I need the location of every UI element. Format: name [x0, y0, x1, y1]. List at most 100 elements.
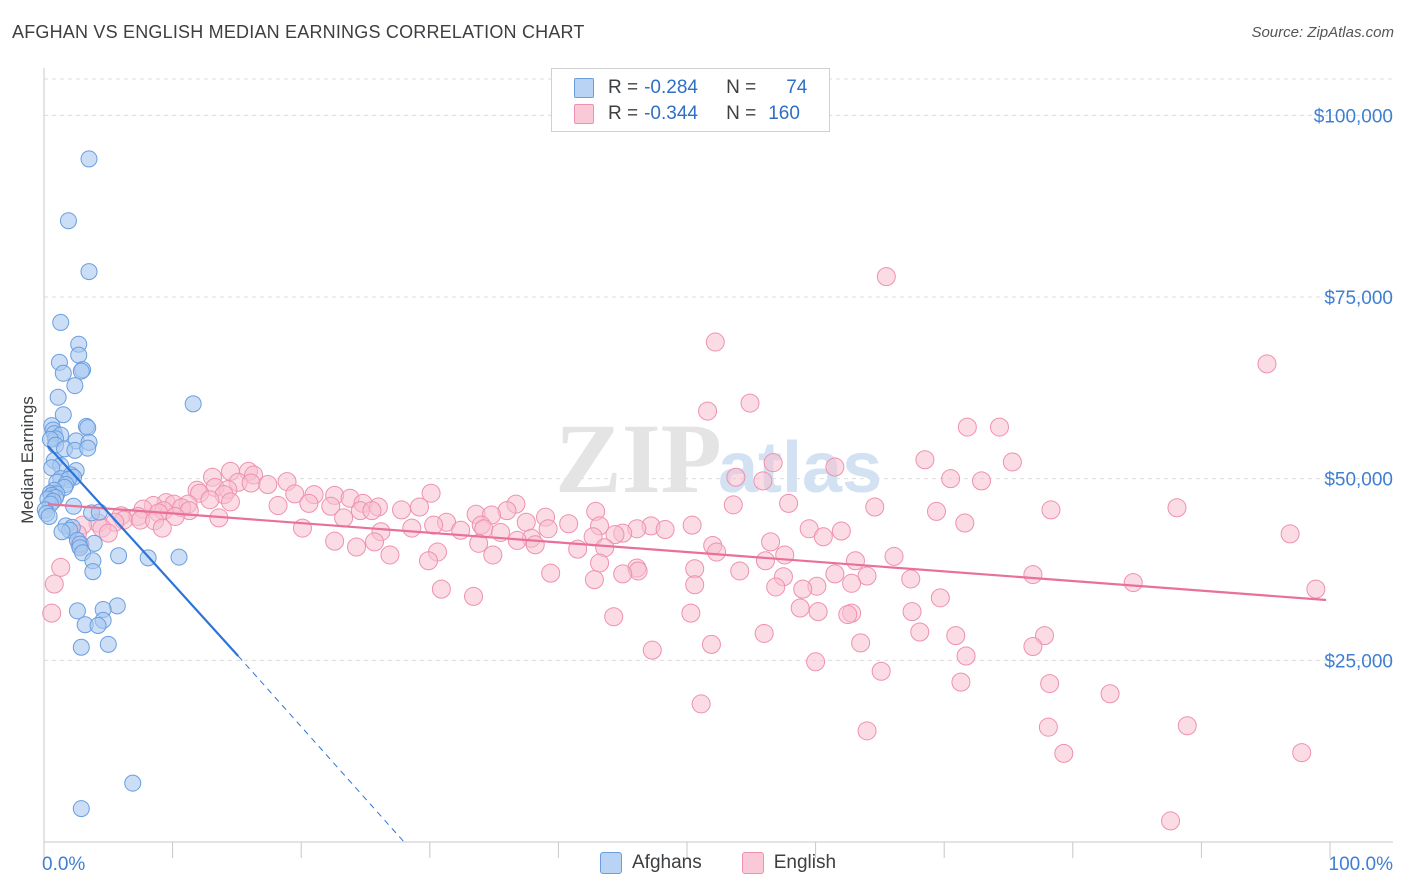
legend-row-afghans: R = -0.284 N = 74 — [574, 76, 807, 100]
afghans-swatch — [574, 78, 594, 98]
legend-n-label: N = — [726, 103, 757, 124]
english-point — [469, 533, 489, 553]
english-point — [946, 626, 966, 646]
afghan-point — [170, 548, 188, 566]
english-point — [1002, 452, 1022, 472]
afghan-point — [66, 377, 84, 395]
tick-labels: $25,000 $50,000 $75,000 $100,000 0.0% 100.0% — [42, 106, 1393, 875]
watermark-zip: ZIP — [555, 403, 722, 514]
english-point — [951, 672, 971, 692]
english-point — [380, 545, 400, 565]
afghan-point — [49, 388, 67, 406]
english-point — [1035, 626, 1055, 646]
english-point — [884, 546, 904, 566]
afghan-point — [184, 395, 202, 413]
english-point — [876, 267, 896, 287]
afghan-points — [36, 150, 202, 818]
english-point — [220, 492, 240, 512]
english-point — [956, 646, 976, 666]
afghan-point — [89, 616, 107, 634]
source-label: Source: ZipAtlas.com — [1251, 24, 1394, 41]
english-legend-swatch — [741, 852, 764, 874]
english-point — [1054, 743, 1074, 763]
english-point — [685, 559, 705, 579]
english-point — [691, 694, 711, 714]
english-point — [926, 501, 946, 521]
english-point — [538, 519, 558, 539]
legend-row-english: R = -0.344 N = 160 — [574, 102, 800, 126]
english-point — [730, 561, 750, 581]
afghan-point — [52, 313, 70, 331]
english-point — [857, 566, 877, 586]
y-axis-label: Median Earnings — [18, 396, 37, 524]
english-point — [901, 569, 921, 589]
watermark-atlas: atlas — [718, 428, 882, 508]
afghan-point — [124, 774, 142, 792]
y-tick-label: $75,000 — [1324, 288, 1393, 309]
english-point — [793, 579, 813, 599]
english-point — [1177, 716, 1197, 736]
english-point — [1123, 573, 1143, 593]
english-point — [605, 525, 625, 545]
english-point — [258, 474, 278, 494]
legend-r-value: -0.344 — [644, 103, 698, 124]
english-point — [541, 563, 561, 583]
english-point — [754, 623, 774, 643]
english-point — [971, 471, 991, 491]
english-point — [707, 542, 727, 562]
english-point — [989, 417, 1009, 437]
english-point — [604, 607, 624, 627]
english-point — [910, 622, 930, 642]
english-point — [806, 652, 826, 672]
english-point — [325, 531, 345, 551]
axes — [43, 68, 1393, 858]
english-point — [421, 483, 441, 503]
english-point — [845, 551, 865, 571]
afghan-point — [53, 523, 71, 541]
afghan-point — [84, 563, 102, 581]
english-point — [915, 450, 935, 470]
zipatlas-watermark: ZIP atlas — [555, 403, 882, 514]
english-point — [365, 532, 385, 552]
english-point — [98, 523, 118, 543]
english-point — [701, 634, 721, 654]
legend-item-afghans[interactable]: Afghans — [600, 852, 702, 874]
english-point — [955, 513, 975, 533]
english-point — [1040, 674, 1060, 694]
afghan-point — [72, 362, 90, 380]
english-point — [613, 564, 633, 584]
english-point — [321, 496, 341, 516]
afghan-point — [70, 346, 88, 364]
legend-item-english[interactable]: English — [741, 852, 836, 874]
legend-r-label: R = — [608, 103, 639, 124]
english-point — [851, 633, 871, 653]
english-point — [642, 640, 662, 660]
legend-r-value: -0.284 — [644, 77, 698, 98]
english-point — [726, 467, 746, 487]
english-point — [865, 497, 885, 517]
english-point — [799, 519, 819, 539]
english-point — [419, 551, 439, 571]
afghan-point — [59, 212, 77, 230]
afghan-point — [68, 602, 86, 620]
afghan-point — [40, 507, 58, 525]
english-swatch — [574, 104, 594, 124]
english-point — [808, 602, 828, 622]
english-point — [464, 586, 484, 606]
english-point — [424, 515, 444, 535]
english-point — [268, 496, 288, 516]
english-point — [362, 501, 382, 521]
english-point — [42, 603, 62, 623]
english-point — [285, 484, 305, 504]
english-point — [44, 574, 64, 594]
english-point — [1100, 684, 1120, 704]
english-point — [1257, 354, 1277, 374]
english-point — [825, 564, 845, 584]
english-point — [698, 401, 718, 421]
afghan-point — [110, 547, 128, 565]
english-point — [402, 518, 422, 538]
afghan-point — [72, 800, 90, 818]
english-point — [392, 500, 412, 520]
english-point — [51, 557, 71, 577]
